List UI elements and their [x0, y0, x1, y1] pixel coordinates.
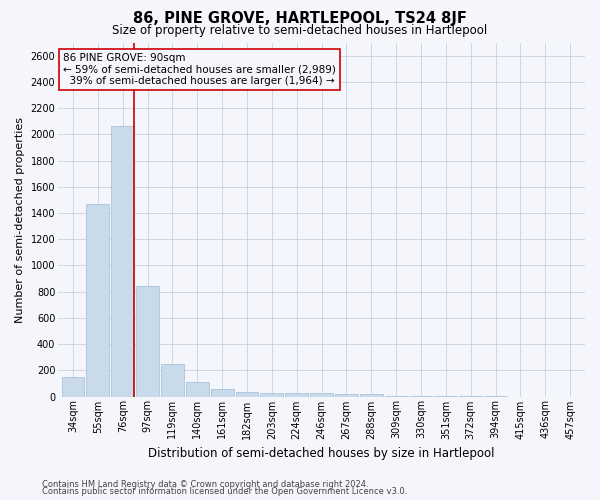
Text: Size of property relative to semi-detached houses in Hartlepool: Size of property relative to semi-detach… — [112, 24, 488, 37]
Bar — [360, 394, 383, 396]
Bar — [211, 388, 233, 396]
Bar — [136, 286, 159, 397]
Bar — [285, 393, 308, 396]
Bar — [310, 393, 333, 396]
Text: 86, PINE GROVE, HARTLEPOOL, TS24 8JF: 86, PINE GROVE, HARTLEPOOL, TS24 8JF — [133, 12, 467, 26]
Bar — [186, 382, 209, 396]
Bar — [260, 393, 283, 396]
Text: 86 PINE GROVE: 90sqm
← 59% of semi-detached houses are smaller (2,989)
  39% of : 86 PINE GROVE: 90sqm ← 59% of semi-detac… — [64, 53, 336, 86]
Y-axis label: Number of semi-detached properties: Number of semi-detached properties — [15, 116, 25, 322]
Text: Contains HM Land Registry data © Crown copyright and database right 2024.: Contains HM Land Registry data © Crown c… — [42, 480, 368, 489]
Bar — [111, 126, 134, 396]
Bar — [236, 392, 259, 396]
Bar — [86, 204, 109, 396]
X-axis label: Distribution of semi-detached houses by size in Hartlepool: Distribution of semi-detached houses by … — [148, 447, 495, 460]
Bar — [161, 364, 184, 396]
Bar — [335, 394, 358, 396]
Bar — [62, 377, 85, 396]
Text: Contains public sector information licensed under the Open Government Licence v3: Contains public sector information licen… — [42, 487, 407, 496]
